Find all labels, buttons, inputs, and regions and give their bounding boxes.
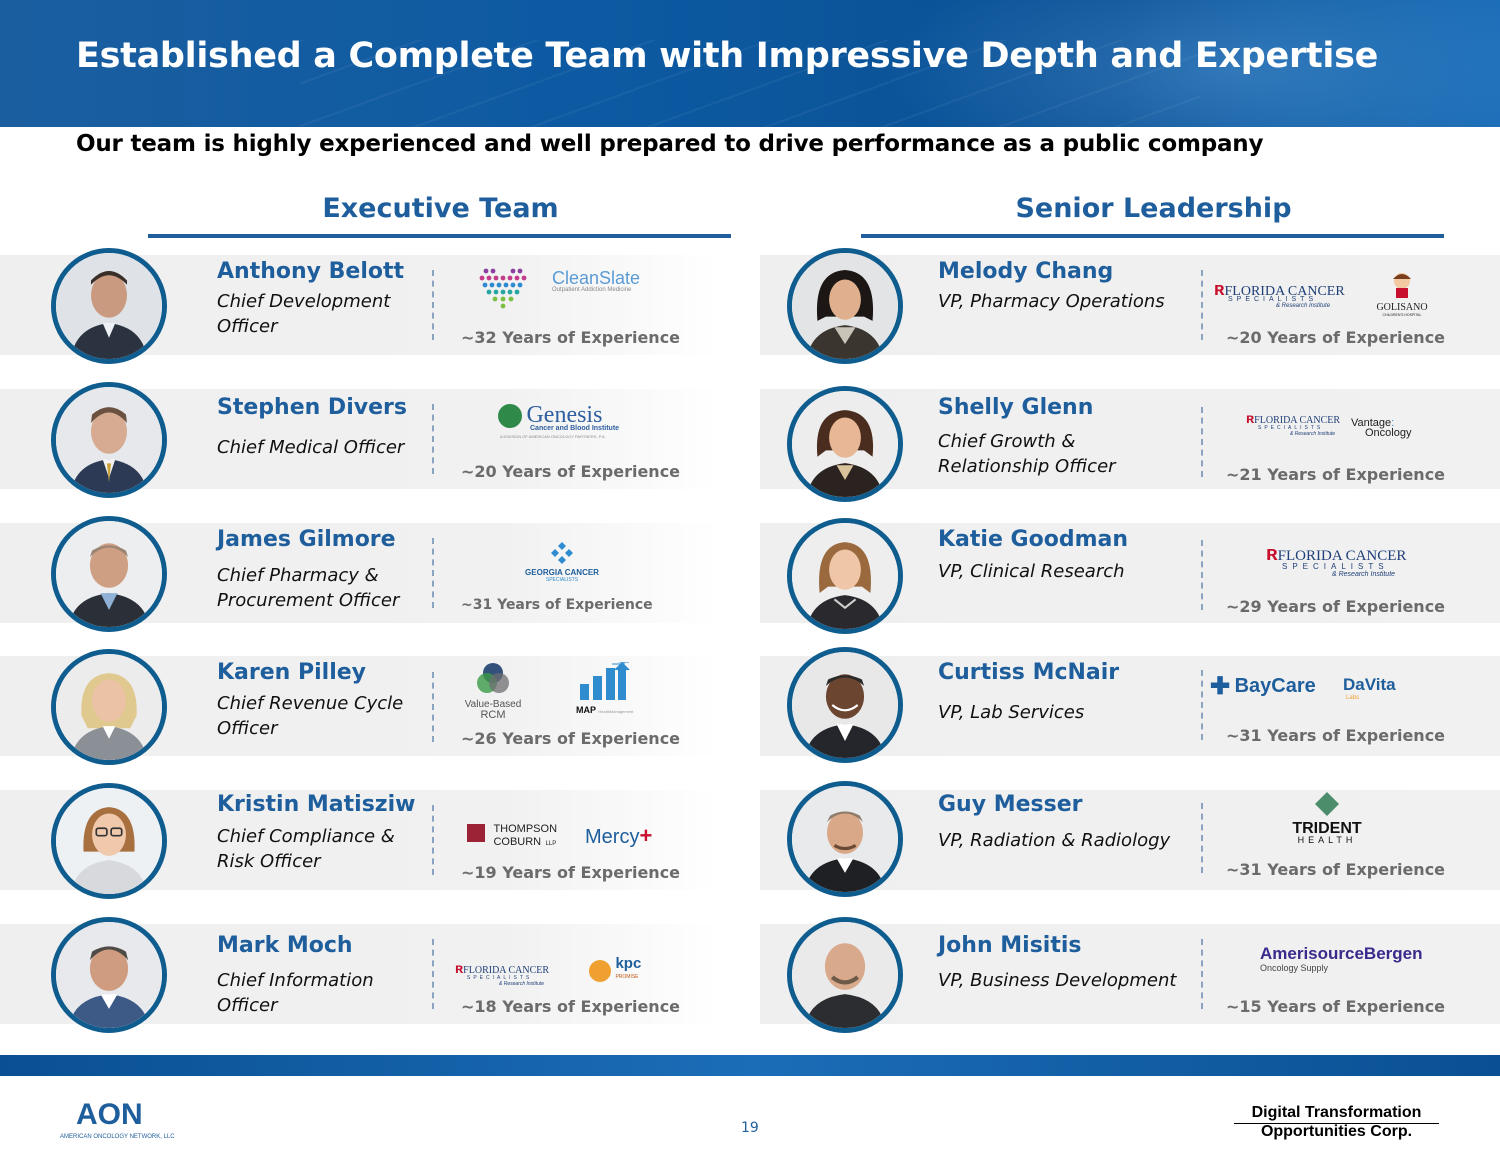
- experience-label: ~26 Years of Experience: [461, 729, 681, 748]
- person-name: Anthony Belott: [217, 259, 405, 284]
- mercy-logo: Mercy+: [585, 823, 653, 848]
- person-title: Chief Pharmacy & Procurement Officer: [217, 565, 400, 611]
- florida-cancer-logo: ʀFLORIDA CANCER SPECIALISTS & Research I…: [1266, 543, 1407, 578]
- column-divider: [432, 404, 434, 474]
- dto-logo: Digital Transformation Opportunities Cor…: [1251, 1104, 1422, 1140]
- aon-logo: AON AMERICAN ONCOLOGY NETWORK, LLC: [60, 1098, 175, 1140]
- person-name: Stephen Divers: [217, 395, 407, 420]
- senior-leadership-heading: Senior Leadership: [1015, 193, 1292, 224]
- vantage-oncology-logo: Vantage: Oncology: [1351, 417, 1412, 439]
- column-divider: [432, 939, 434, 1009]
- golisano-logo: GOLISANO CHILDREN'S HOSPITAL: [1370, 271, 1434, 317]
- page-number: 19: [741, 1120, 759, 1136]
- avatar: [51, 917, 167, 1033]
- experience-label: ~31 Years of Experience: [1226, 860, 1446, 879]
- avatar: [787, 386, 903, 502]
- person-name: James Gilmore: [217, 527, 396, 552]
- experience-label: ~32 Years of Experience: [461, 328, 681, 347]
- avatar: [51, 516, 167, 632]
- column-divider: [1201, 270, 1203, 340]
- baycare-logo: ✚ BayCare: [1210, 673, 1316, 700]
- value-based-rcm-logo: Value-Based RCM: [459, 661, 527, 721]
- column-divider: [432, 538, 434, 608]
- person-title: Chief Compliance & Risk Officer: [217, 826, 395, 872]
- header-banner: Established a Complete Team with Impress…: [0, 0, 1500, 127]
- experience-label: ~20 Years of Experience: [461, 462, 681, 481]
- person-name: Mark Moch: [217, 933, 353, 958]
- avatar: [51, 649, 167, 765]
- avatar: [787, 781, 903, 897]
- person-title: Chief Information Officer: [217, 970, 374, 1016]
- experience-label: ~18 Years of Experience: [461, 997, 681, 1016]
- executive-team-heading: Executive Team: [322, 193, 559, 224]
- experience-label: ~21 Years of Experience: [1226, 465, 1446, 484]
- map-logo: MAP HealthManagement: [576, 657, 633, 715]
- person-name: John Misitis: [938, 933, 1082, 958]
- person-name: Katie Goodman: [938, 527, 1128, 552]
- person-title: VP, Radiation & Radiology: [938, 830, 1171, 851]
- experience-label: ~20 Years of Experience: [1226, 328, 1446, 347]
- georgia-cancer-logo: GEORGIA CANCER SPECIALISTS: [522, 541, 602, 583]
- person-title: VP, Pharmacy Operations: [938, 291, 1165, 312]
- senior-leadership-underline: [861, 234, 1444, 238]
- experience-label: ~31 Years of Experience: [461, 597, 653, 613]
- column-divider: [1201, 939, 1203, 1009]
- footer-bar: [0, 1055, 1500, 1076]
- davita-logo: DaVita Labs: [1343, 675, 1396, 701]
- column-divider: [1201, 670, 1203, 740]
- avatar: [51, 382, 167, 498]
- person-title: VP, Business Development: [938, 970, 1177, 991]
- column-divider: [432, 805, 434, 875]
- avatar: [51, 248, 167, 364]
- florida-cancer-logo: ʀFLORIDA CANCER SPECIALISTS & Research I…: [1214, 279, 1345, 309]
- person-title: Chief Development Officer: [217, 291, 391, 337]
- experience-label: ~19 Years of Experience: [461, 863, 681, 882]
- avatar: [787, 248, 903, 364]
- page-subtitle: Our team is highly experienced and well …: [76, 131, 1264, 157]
- experience-label: ~31 Years of Experience: [1226, 726, 1446, 745]
- florida-cancer-logo: ʀFLORIDA CANCER SPECIALISTS & Research I…: [1246, 410, 1341, 437]
- person-title: VP, Lab Services: [938, 702, 1085, 723]
- avatar: [787, 917, 903, 1033]
- amerisourcebergen-logo: AmerisourceBergen Oncology Supply: [1260, 944, 1423, 974]
- person-title: Chief Medical Officer: [217, 437, 405, 458]
- kpc-logo: kpc PROMISE: [589, 956, 641, 982]
- person-title: Chief Growth & Relationship Officer: [938, 431, 1116, 477]
- column-divider: [1201, 407, 1203, 477]
- dotted-heart-logo: [478, 265, 528, 310]
- column-divider: [1201, 803, 1203, 873]
- experience-label: ~15 Years of Experience: [1226, 997, 1446, 1016]
- person-name: Karen Pilley: [217, 660, 366, 685]
- page-title: Established a Complete Team with Impress…: [76, 36, 1379, 76]
- cleanslate-logo: CleanSlate Outpatient Addiction Medicine: [552, 268, 641, 293]
- column-divider: [1201, 540, 1203, 610]
- person-name: Kristin Matisziw: [217, 792, 416, 817]
- dto-logo-rule: [1234, 1123, 1439, 1124]
- trident-health-logo: TRIDENT HEALTH: [1290, 792, 1364, 845]
- person-title: Chief Revenue Cycle Officer: [217, 693, 404, 739]
- avatar: [51, 783, 167, 899]
- executive-team-underline: [148, 234, 731, 238]
- thompson-coburn-logo: THOMPSON COBURN LLP: [467, 824, 557, 850]
- person-title: VP, Clinical Research: [938, 561, 1125, 582]
- person-name: Guy Messer: [938, 792, 1083, 817]
- person-name: Curtiss McNair: [938, 660, 1120, 685]
- avatar: [787, 518, 903, 634]
- genesis-logo: Genesis Cancer and Blood Institute A DIV…: [498, 402, 620, 439]
- experience-label: ~29 Years of Experience: [1226, 597, 1446, 616]
- column-divider: [432, 672, 434, 742]
- person-name: Melody Chang: [938, 259, 1114, 284]
- person-name: Shelly Glenn: [938, 395, 1094, 420]
- column-divider: [432, 270, 434, 340]
- avatar: [787, 647, 903, 763]
- florida-cancer-logo: ʀFLORIDA CANCER SPECIALISTS & Research I…: [455, 960, 550, 987]
